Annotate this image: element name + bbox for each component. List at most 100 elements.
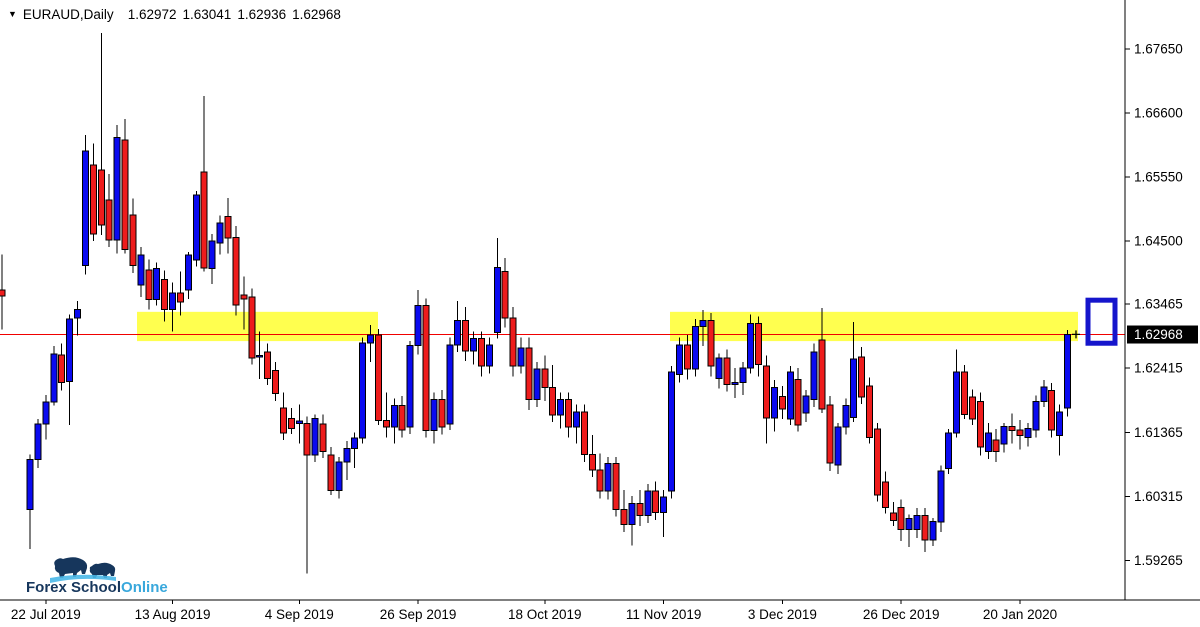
bull-candle bbox=[533, 368, 541, 401]
bear-candle bbox=[382, 419, 390, 428]
bull-candle bbox=[343, 447, 351, 463]
resistance-zone bbox=[137, 311, 378, 342]
bear-candle bbox=[422, 305, 430, 432]
bear-candle bbox=[438, 399, 446, 428]
logo-text[interactable]: Forex SchoolOnline bbox=[26, 579, 168, 596]
bear-candle bbox=[264, 351, 272, 379]
bear-candle bbox=[1048, 389, 1056, 431]
bull-candle bbox=[406, 344, 414, 428]
bull-candle bbox=[572, 411, 580, 428]
bull-candle bbox=[493, 266, 501, 334]
bull-candle bbox=[367, 334, 375, 344]
bull-candle bbox=[834, 426, 842, 466]
bull-candle bbox=[913, 514, 921, 531]
date-axis-label[interactable]: 11 Nov 2019 bbox=[626, 607, 702, 622]
quote-high: 1.63041 bbox=[182, 7, 232, 22]
bull-candle bbox=[842, 405, 850, 428]
bull-candle bbox=[770, 386, 778, 419]
bear-candle bbox=[873, 428, 881, 496]
bull-candle bbox=[786, 371, 794, 420]
bull-candle bbox=[153, 268, 161, 301]
bear-candle bbox=[866, 385, 874, 438]
bear-candle bbox=[525, 347, 533, 401]
bear-candle bbox=[565, 399, 573, 428]
collapse-triangle-icon[interactable]: ▼ bbox=[8, 8, 17, 19]
bull-candle bbox=[937, 470, 945, 523]
current-price-badge bbox=[1127, 325, 1198, 344]
resistance-zone bbox=[670, 311, 1078, 342]
date-axis-label[interactable]: 26 Dec 2019 bbox=[863, 607, 940, 622]
bull-candle bbox=[660, 496, 668, 513]
bear-candle bbox=[596, 469, 604, 492]
bear-candle bbox=[224, 216, 232, 239]
bear-candle bbox=[723, 357, 731, 385]
bear-candle bbox=[778, 396, 786, 410]
date-axis-label[interactable]: 4 Sep 2019 bbox=[265, 607, 334, 622]
bull-candle bbox=[945, 432, 953, 470]
bear-candle bbox=[58, 354, 66, 384]
current-price-badge-text: 1.62968 bbox=[1134, 327, 1183, 342]
bull-candle bbox=[675, 344, 683, 376]
bear-candle bbox=[287, 418, 295, 429]
bull-candle bbox=[485, 344, 493, 367]
price-axis-label: 1.62415 bbox=[1134, 361, 1183, 376]
bear-candle bbox=[279, 407, 287, 434]
logo-text-secondary: Online bbox=[121, 579, 168, 596]
bear-candle bbox=[992, 439, 1000, 452]
bull-candle bbox=[42, 401, 50, 425]
bull-candle bbox=[295, 420, 303, 424]
bear-candle bbox=[763, 365, 771, 419]
bear-candle bbox=[398, 405, 406, 431]
bear-candle bbox=[129, 214, 137, 266]
bear-candle bbox=[580, 411, 588, 456]
bull-candle bbox=[390, 405, 398, 428]
bull-candle bbox=[810, 351, 818, 401]
bull-candle bbox=[1064, 334, 1072, 409]
bull-candle bbox=[208, 240, 216, 270]
bull-candle bbox=[699, 319, 707, 327]
bear-candle bbox=[889, 512, 897, 521]
current-bar-plus-marker bbox=[1072, 330, 1080, 339]
bear-candle bbox=[145, 269, 153, 301]
date-axis-label[interactable]: 13 Aug 2019 bbox=[135, 607, 211, 622]
bear-candle bbox=[588, 454, 596, 471]
bear-candle bbox=[612, 463, 620, 510]
bear-candle bbox=[232, 236, 240, 306]
bear-candle bbox=[652, 490, 660, 513]
bull-bear-icon bbox=[50, 557, 116, 583]
date-axis-label[interactable]: 26 Sep 2019 bbox=[380, 607, 457, 622]
bull-candle bbox=[256, 355, 264, 358]
bull-candle bbox=[184, 254, 192, 291]
bear-candle bbox=[620, 508, 628, 526]
bull-candle bbox=[81, 150, 89, 266]
bull-candle bbox=[731, 382, 739, 385]
bull-candle bbox=[739, 367, 747, 384]
bull-candle bbox=[802, 395, 810, 414]
bear-candle bbox=[89, 164, 97, 235]
bull-candle bbox=[850, 358, 858, 418]
bear-candle bbox=[374, 334, 382, 421]
bull-candle bbox=[668, 371, 676, 492]
bear-candle bbox=[200, 171, 208, 269]
price-axis-label: 1.59265 bbox=[1134, 553, 1183, 568]
date-axis-label[interactable]: 22 Jul 2019 bbox=[11, 607, 81, 622]
bear-candle bbox=[961, 371, 969, 415]
price-axis-label: 1.64500 bbox=[1134, 234, 1183, 249]
bear-candle bbox=[303, 422, 311, 456]
bull-candle bbox=[557, 399, 565, 416]
bull-candle bbox=[929, 521, 937, 541]
bear-candle bbox=[794, 379, 802, 426]
bull-candle bbox=[446, 344, 454, 425]
bear-candle bbox=[105, 199, 113, 241]
bull-candle bbox=[1024, 427, 1032, 438]
date-axis-label[interactable]: 18 Oct 2019 bbox=[508, 607, 582, 622]
date-axis-label[interactable]: 3 Dec 2019 bbox=[748, 607, 817, 622]
bull-candle bbox=[137, 254, 145, 286]
date-axis-label[interactable]: 20 Jan 2020 bbox=[983, 607, 1057, 622]
bear-candle bbox=[826, 404, 834, 464]
chart-header: ▼ EURAUD,Daily 1.62972 1.63041 1.62936 1… bbox=[8, 7, 341, 22]
bull-candle bbox=[715, 357, 723, 379]
drawn-highlight-rectangle[interactable] bbox=[1085, 297, 1118, 346]
